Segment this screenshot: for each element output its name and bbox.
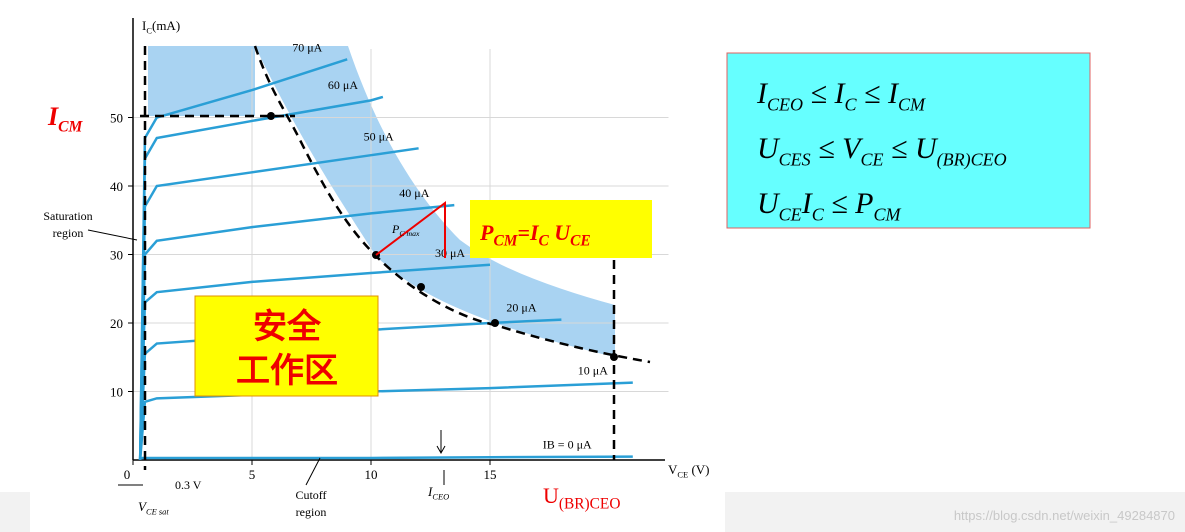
vce-sat-label-part: V [138, 499, 148, 514]
iceo-label: ICEO [427, 484, 449, 501]
point [491, 319, 499, 327]
condition-part: ≤ I [856, 77, 899, 110]
figure-bg [30, 0, 725, 532]
x-axis-label-sub: CE [677, 469, 688, 479]
condition: UCES ≤ VCE ≤ U(BR)CEO [757, 132, 1007, 171]
legend-label: 50 μA [364, 129, 394, 143]
x-axis-label-part: V [668, 462, 678, 477]
condition-sub: CEO [767, 95, 803, 115]
condition-part: ≤ U [884, 132, 939, 165]
condition-sub: CE [779, 205, 802, 225]
y-tick-label: 30 [110, 248, 123, 263]
cutoff-pointer [305, 457, 321, 486]
ubr-label-part: U [543, 483, 559, 508]
pcm-box [470, 200, 652, 258]
legend-label: 70 μA [292, 40, 322, 54]
pcmax-label-part: P [391, 222, 400, 236]
condition-part: I [801, 187, 814, 220]
vce-sat-label-sub: CE sat [146, 506, 169, 516]
condition-sub: CE [860, 150, 883, 170]
icm-label-part: I [47, 102, 59, 131]
safe-area-label: 安全 [253, 307, 322, 347]
curve [138, 58, 348, 461]
y-axis-label-sub: C [146, 25, 152, 35]
legend-label: 30 μA [435, 246, 465, 260]
icm-label: ICM [47, 102, 84, 136]
point [267, 112, 275, 120]
condition-sub: CM [898, 95, 926, 115]
condition-sub: CM [874, 205, 902, 225]
legend-label: 20 μA [506, 301, 536, 315]
iceo-label-part: I [427, 484, 433, 499]
condition-part: ≤ V [811, 132, 864, 165]
saturation-pointer [87, 229, 138, 241]
condition-sub: C [812, 205, 825, 225]
cutoff-label: Cutoff [295, 488, 326, 502]
y-tick-label: 40 [110, 179, 123, 194]
pcmax-label: PC max [391, 222, 420, 238]
y-axis-label: IC(mA) [142, 18, 180, 35]
pcm-formula-part: P [479, 220, 494, 245]
condition-sub: C [844, 95, 857, 115]
icm-label-sub: CM [58, 119, 83, 136]
conditions-box [726, 52, 1091, 229]
saturation-label: Saturation [43, 209, 92, 223]
condition-part: U [757, 187, 781, 220]
ubr-label: U(BR)CEO [543, 483, 620, 513]
iceo-arrow-head [436, 445, 446, 455]
y-tick-label: 10 [110, 385, 123, 400]
pcm-formula-sub: CE [570, 233, 591, 250]
safe-area-label: 工作区 [236, 351, 338, 391]
y-axis-label-part: I [142, 18, 146, 33]
legend-label: IB = 0 μA [543, 438, 592, 452]
safe-area-box [194, 295, 379, 397]
x-tick-label: 0 [124, 467, 131, 482]
pcm-formula-part: U [549, 220, 572, 245]
pcm-formula-sub: C [539, 233, 550, 250]
vce-sat-label: VCE sat [138, 499, 169, 516]
condition-part: I [756, 77, 769, 110]
x-tick-label: 5 [249, 467, 256, 482]
condition-part: ≤ I [803, 77, 846, 110]
pcmax-label-sub: C max [399, 229, 420, 238]
condition-part: U [757, 132, 781, 165]
y-axis-label-part: (mA) [152, 18, 180, 33]
dissipation-region [148, 46, 615, 357]
x-tick-label: 15 [484, 467, 497, 482]
condition-sub: (BR)CEO [937, 150, 1007, 171]
step-label: 0.3 V [175, 478, 202, 492]
point [417, 283, 425, 291]
iceo-label-sub: CEO [432, 491, 449, 501]
condition: ICEO ≤ IC ≤ ICM [756, 77, 926, 115]
y-tick-label: 50 [110, 111, 123, 126]
saturation-label: region [53, 226, 84, 240]
legend-label: 60 μA [328, 78, 358, 92]
pcm-formula: PCM=IC UCE [479, 220, 591, 250]
x-axis-label: VCE (V) [668, 462, 709, 479]
y-tick-label: 20 [110, 316, 123, 331]
x-axis-label-part: (V) [688, 462, 709, 477]
cutoff-label: region [296, 505, 327, 519]
ubr-label-sub: (BR)CEO [559, 496, 621, 513]
condition-part: ≤ P [824, 187, 874, 220]
condition-sub: CES [779, 150, 811, 170]
point [610, 353, 618, 361]
condition: UCEIC ≤ PCM [757, 187, 902, 225]
pcm-formula-part: =I [517, 220, 540, 245]
curve [140, 455, 633, 460]
watermark: https://blog.csdn.net/weixin_49284870 [954, 508, 1175, 523]
x-tick-label: 10 [365, 467, 378, 482]
power-triangle [375, 200, 446, 258]
legend-label: 40 μA [399, 186, 429, 200]
legend-label: 10 μA [578, 364, 608, 378]
pcm-formula-sub: CM [493, 233, 518, 250]
